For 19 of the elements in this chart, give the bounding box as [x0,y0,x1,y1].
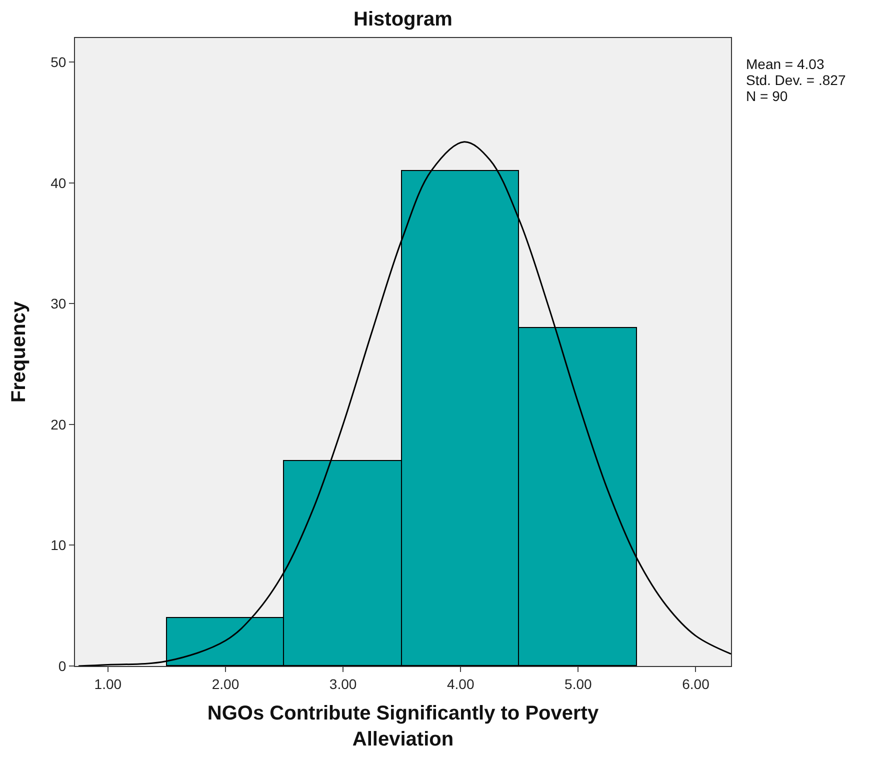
x-tick-label: 3.00 [329,676,357,692]
y-tick-label: 50 [50,54,66,70]
y-tick-label: 30 [50,296,66,312]
x-tick-label: 6.00 [682,676,710,692]
x-tick-label: 1.00 [94,676,122,692]
y-tick-label: 10 [50,537,66,554]
y-tick-label: 40 [50,174,66,191]
text: Mean = 4.03 [746,56,824,72]
y-tick-label: 20 [50,416,66,432]
chart-title: Histogram [354,8,452,30]
text: N = 90 [746,88,788,104]
x-tick-label: 5.00 [564,676,592,692]
line-series [78,141,731,666]
x-tick-label: 2.00 [212,676,240,692]
x-axis-title: NGOs Contribute Significantly to Poverty Alleviation [207,702,600,750]
y-axis-title: Frequency [8,300,30,403]
x-tick-label: 4.00 [446,676,474,692]
text: Std. Dev. = .827 [746,72,846,88]
y-tick-label: 0 [58,658,66,674]
